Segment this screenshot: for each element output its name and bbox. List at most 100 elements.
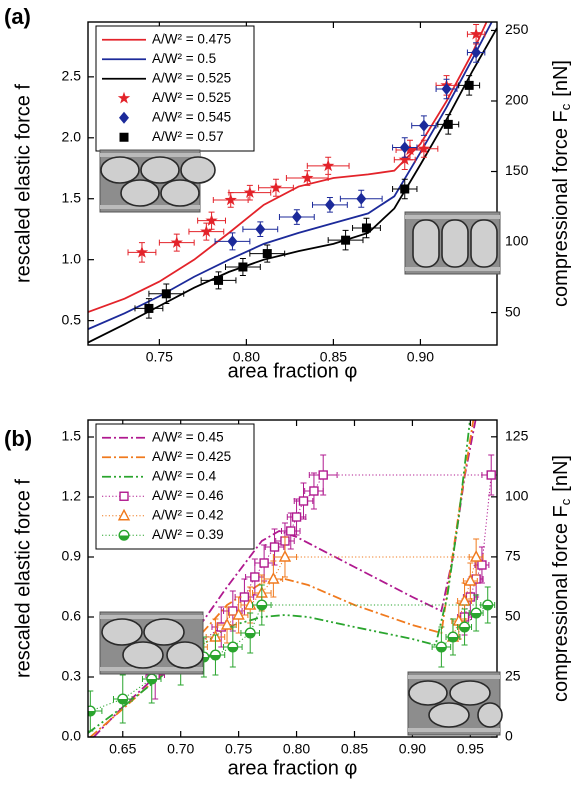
y2-tick-label: 150 — [505, 162, 529, 178]
x-axis-label: area fraction φ — [228, 360, 358, 382]
insets — [99, 149, 503, 736]
data-point — [322, 159, 335, 172]
data-point — [361, 223, 371, 233]
data-point — [135, 245, 149, 258]
y2-tick-label: 50 — [505, 608, 521, 624]
legend-label: A/W² = 0.45 — [152, 429, 224, 444]
data-point — [224, 193, 237, 206]
data-point — [443, 119, 453, 129]
data-point — [291, 512, 302, 522]
data-point — [267, 571, 280, 584]
legend-marker — [119, 491, 129, 501]
inset-image — [99, 611, 204, 675]
data-point — [146, 673, 158, 685]
data-point — [301, 171, 314, 184]
x-tick-label: 0.85 — [341, 741, 368, 757]
data-point — [341, 235, 351, 245]
data-point — [464, 573, 477, 586]
legend-label: A/W² = 0.425 — [152, 449, 231, 464]
data-point — [298, 496, 309, 506]
data-point — [214, 275, 224, 285]
data-point — [269, 542, 280, 552]
axes-frame — [87, 21, 498, 346]
legend-label: A/W² = 0.525 — [152, 90, 231, 105]
panel-label: (a) — [4, 4, 31, 29]
legend-label: A/W² = 0.525 — [152, 70, 231, 85]
data-point — [464, 80, 474, 90]
x-tick-label: 0.75 — [225, 741, 252, 757]
y-tick-label: 0.3 — [62, 668, 82, 684]
data-point — [417, 142, 431, 155]
series-line — [88, 22, 488, 313]
data-point — [459, 621, 471, 633]
y2-tick-label: 25 — [505, 668, 521, 684]
legend-marker — [117, 91, 131, 104]
data-point — [269, 181, 283, 194]
data-point — [441, 83, 452, 96]
data-point — [318, 470, 328, 480]
data-point — [435, 641, 447, 653]
series-line — [88, 27, 497, 344]
data-point — [259, 558, 269, 568]
panel-label: (b) — [4, 426, 32, 451]
data-point — [469, 27, 483, 40]
data-point — [262, 249, 272, 259]
legend-label: A/W² = 0.39 — [152, 527, 224, 542]
legend-label: A/W² = 0.545 — [152, 109, 231, 124]
data-point — [477, 560, 487, 570]
y2-axis-label-sub: c — [558, 103, 573, 110]
data-point — [227, 235, 238, 248]
y-tick-label: 1.5 — [62, 189, 82, 205]
data-point — [227, 641, 239, 653]
data-point — [470, 607, 482, 619]
y-tick-label: 1.2 — [62, 488, 82, 504]
y2-tick-label: 100 — [505, 233, 529, 249]
y-tick-label: 0.9 — [62, 548, 82, 564]
x-tick-label: 0.70 — [167, 741, 194, 757]
x-tick-label: 0.65 — [109, 741, 136, 757]
y2-axis-label-main: compressional force F — [550, 505, 572, 702]
y2-tick-label: 125 — [505, 428, 529, 444]
plot-area — [88, 22, 497, 344]
data-point — [144, 303, 154, 313]
y2-tick-label: 50 — [505, 303, 521, 319]
y-axis-label: rescaled elastic force f — [12, 84, 34, 283]
data-point — [447, 631, 459, 643]
legend-label: A/W² = 0.5 — [152, 51, 216, 66]
y-tick-label: 2.5 — [62, 68, 82, 84]
x-tick-label: 0.75 — [146, 349, 173, 365]
data-point — [220, 617, 234, 630]
data-point — [278, 549, 292, 562]
x-tick-label: 0.95 — [457, 741, 484, 757]
inset-image — [404, 211, 501, 275]
data-point — [469, 549, 483, 562]
data-point — [170, 236, 183, 248]
data-point — [244, 627, 256, 639]
data-point — [238, 262, 248, 272]
y2-axis-label-unit: [nN] — [550, 455, 572, 492]
y2-axis-label: compressional force Fc [nN] — [550, 455, 573, 702]
y2-axis-label-unit: [nN] — [550, 60, 572, 97]
x-tick-label: 0.80 — [283, 741, 310, 757]
y2-axis-label: compressional force Fc [nN] — [550, 60, 573, 307]
data-point — [250, 572, 260, 582]
data-point — [418, 119, 429, 132]
x-tick-label: 0.80 — [233, 349, 260, 365]
y2-axis-label-sub: c — [558, 498, 573, 505]
legend-marker — [119, 132, 129, 142]
data-point — [400, 184, 410, 194]
axes-frame — [87, 419, 498, 738]
y-tick-label: 2.0 — [62, 128, 82, 144]
data-point — [291, 211, 302, 224]
x-tick-label: 0.90 — [407, 349, 434, 365]
y2-tick-label: 200 — [505, 92, 529, 108]
legend-label: A/W² = 0.42 — [152, 507, 224, 522]
data-point — [161, 289, 171, 299]
legend-label: A/W² = 0.57 — [152, 129, 224, 144]
legend-marker — [118, 529, 130, 541]
data-point — [200, 225, 213, 237]
data-point — [486, 470, 496, 480]
x-tick-label: 0.85 — [320, 349, 347, 365]
